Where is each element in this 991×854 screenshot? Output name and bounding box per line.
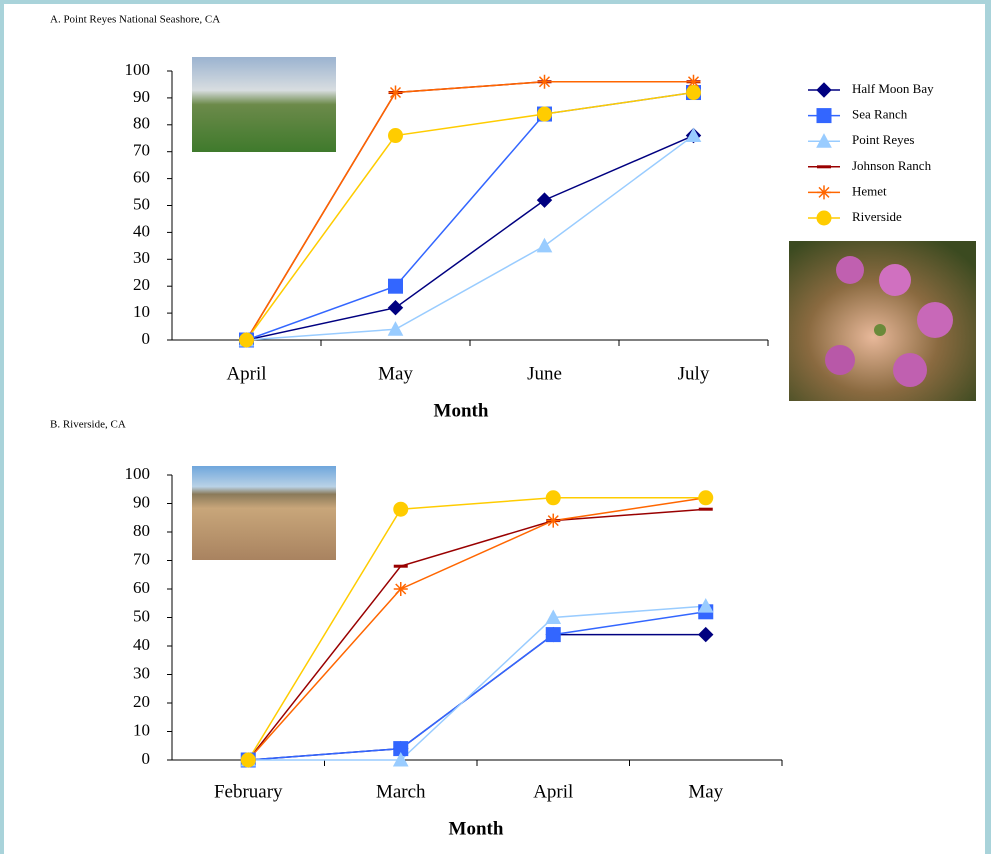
y-tick-label: 80 (133, 521, 150, 540)
x-tick-label: April (533, 781, 573, 802)
legend-label: Half Moon Bay (852, 81, 934, 96)
marker (538, 75, 552, 89)
chart-title: B. Riverside, CA (50, 419, 126, 431)
y-tick-label: 20 (133, 692, 150, 711)
legend-label: Sea Ranch (852, 107, 908, 122)
y-tick-label: 20 (133, 275, 150, 294)
x-axis-label: Month (449, 818, 504, 839)
y-tick-label: 60 (133, 578, 150, 597)
x-tick-label: May (688, 781, 723, 802)
y-tick-label: 50 (133, 606, 150, 625)
y-tick-label: 90 (133, 87, 150, 106)
chart: A. Point Reyes National Seashore, CA 0 10 2… (0, 0, 991, 854)
y-tick-label: 40 (133, 221, 150, 240)
photo-field (192, 57, 336, 152)
x-tick-label: May (378, 363, 413, 384)
marker (817, 185, 831, 199)
y-tick-label: 50 (133, 194, 150, 213)
x-tick-label: June (527, 363, 562, 384)
x-tick-label: July (678, 363, 710, 384)
marker (389, 279, 403, 293)
marker (389, 129, 403, 143)
panel (4, 4, 985, 854)
y-tick-label: 60 (133, 168, 150, 187)
y-tick-label: 10 (133, 720, 150, 739)
marker (394, 502, 408, 516)
legend-label: Point Reyes (852, 132, 914, 147)
y-tick-label: 100 (125, 464, 151, 483)
marker (817, 211, 831, 225)
y-tick-label: 0 (142, 329, 151, 348)
legend-label: Riverside (852, 209, 902, 224)
marker (538, 107, 552, 121)
marker (817, 109, 831, 123)
legend-label: Hemet (852, 183, 887, 198)
marker (240, 333, 254, 347)
x-axis-label: Month (434, 400, 489, 421)
y-tick-label: 30 (133, 248, 150, 267)
y-tick-label: 70 (133, 549, 150, 568)
y-tick-label: 10 (133, 302, 150, 321)
y-tick-label: 30 (133, 663, 150, 682)
marker (687, 86, 701, 100)
y-tick-label: 100 (125, 60, 151, 79)
marker (546, 491, 560, 505)
legend-label: Johnson Ranch (852, 158, 932, 173)
marker (389, 86, 403, 100)
x-tick-label: April (226, 363, 266, 384)
y-tick-label: 0 (142, 749, 151, 768)
y-tick-label: 40 (133, 635, 150, 654)
x-tick-label: March (376, 781, 426, 802)
marker (699, 491, 713, 505)
y-tick-label: 90 (133, 492, 150, 511)
photo-flowers (789, 241, 976, 401)
chart-title: A. Point Reyes National Seashore, CA (50, 14, 220, 26)
marker (546, 628, 560, 642)
marker (394, 582, 408, 596)
marker (241, 753, 255, 767)
marker (546, 514, 560, 528)
y-tick-label: 70 (133, 141, 150, 160)
page: A. Point Reyes National Seashore, CA 0 10 2… (0, 0, 991, 854)
x-tick-label: February (214, 781, 283, 802)
y-tick-label: 80 (133, 114, 150, 133)
photo-field (192, 466, 336, 560)
